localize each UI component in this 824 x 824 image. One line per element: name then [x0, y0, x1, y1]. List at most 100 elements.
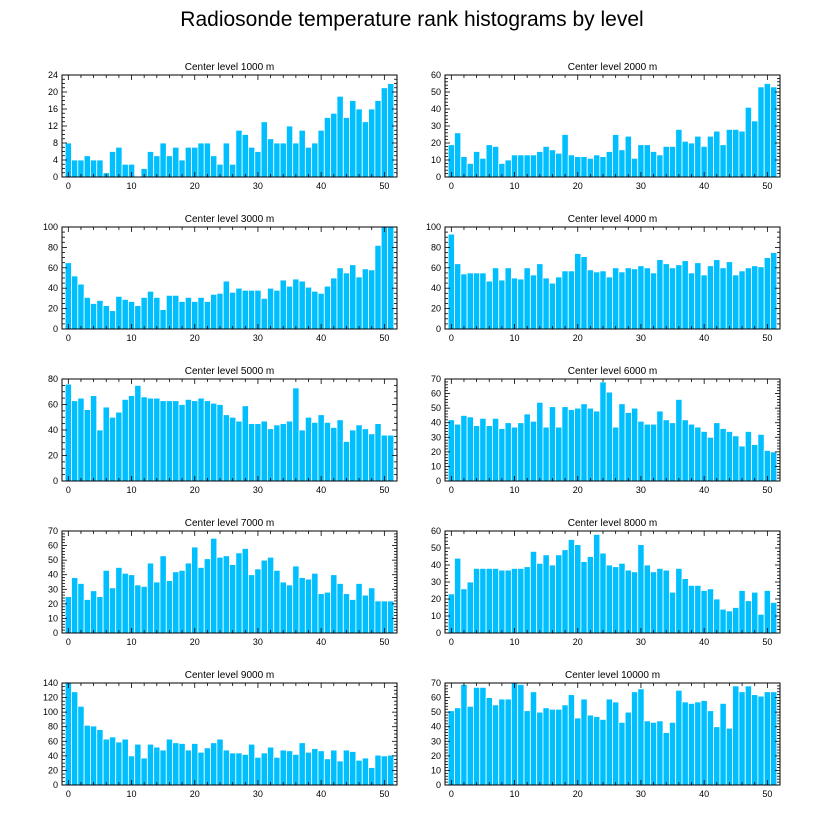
- x-tick-label: 10: [127, 333, 137, 343]
- y-tick-label: 0: [436, 476, 441, 486]
- bar: [624, 412, 632, 482]
- x-tick-label: 10: [510, 333, 520, 343]
- bar: [466, 581, 474, 634]
- bar: [159, 400, 167, 482]
- x-tick-label: 40: [316, 485, 326, 495]
- bar: [586, 269, 594, 330]
- bar: [336, 267, 344, 330]
- bar: [454, 263, 462, 330]
- bar: [311, 142, 319, 178]
- bar: [121, 398, 129, 482]
- bar: [229, 752, 237, 786]
- x-tick-label: 10: [127, 181, 137, 191]
- y-tick-label: 20: [48, 451, 58, 461]
- bar: [650, 272, 658, 330]
- bar: [273, 569, 281, 634]
- bar: [675, 264, 683, 330]
- bar: [485, 280, 493, 330]
- bar: [304, 578, 313, 634]
- bar: [71, 159, 79, 178]
- bar: [260, 297, 268, 330]
- bar: [77, 583, 85, 634]
- bar: [719, 608, 727, 634]
- x-tick-label: 30: [253, 181, 263, 191]
- bar: [140, 296, 148, 330]
- bar: [580, 156, 588, 178]
- bar: [216, 292, 224, 330]
- bar: [342, 593, 350, 634]
- bar: [567, 270, 575, 330]
- y-tick-label: 30: [431, 121, 441, 131]
- bar: [241, 405, 249, 482]
- bar: [498, 279, 506, 330]
- bar: [605, 276, 613, 330]
- bar: [203, 142, 211, 178]
- bar: [317, 593, 325, 634]
- bar: [536, 711, 544, 786]
- x-tick-label: 20: [190, 637, 200, 647]
- bar: [757, 86, 765, 178]
- bar: [349, 429, 357, 482]
- y-tick-label: 40: [431, 283, 441, 293]
- bar: [260, 420, 268, 482]
- bar: [510, 426, 519, 482]
- bar: [222, 142, 230, 178]
- bar: [254, 568, 262, 634]
- bar: [643, 564, 651, 634]
- bar: [330, 749, 338, 786]
- bar: [529, 691, 538, 786]
- bar: [662, 419, 670, 482]
- panel-title: Center level 4000 m: [568, 214, 658, 225]
- bar: [115, 295, 123, 330]
- bar: [361, 594, 369, 634]
- bar: [466, 416, 474, 482]
- y-tick-label: 60: [48, 263, 58, 273]
- bar: [529, 154, 538, 178]
- x-tick-label: 40: [699, 181, 709, 191]
- bar: [165, 738, 174, 786]
- bar: [624, 569, 632, 634]
- bar: [323, 758, 332, 786]
- bar: [146, 743, 155, 786]
- bar: [555, 276, 563, 330]
- bar: [273, 424, 281, 482]
- bar: [140, 396, 148, 482]
- bar: [618, 403, 626, 482]
- x-tick-label: 30: [636, 485, 646, 495]
- bar: [719, 267, 727, 330]
- bar: [197, 397, 205, 482]
- bar: [203, 747, 211, 786]
- x-tick-label: 20: [190, 333, 200, 343]
- bar: [612, 701, 620, 786]
- x-tick-label: 30: [253, 789, 263, 799]
- bar: [64, 383, 72, 482]
- x-tick-label: 0: [449, 333, 454, 343]
- bar: [298, 280, 306, 330]
- bar: [374, 244, 382, 330]
- bar: [102, 569, 110, 634]
- bar: [757, 433, 765, 482]
- bar: [586, 714, 594, 786]
- bar: [605, 564, 613, 634]
- bar: [694, 135, 702, 178]
- bar: [292, 142, 300, 178]
- y-tick-label: 60: [431, 526, 441, 536]
- bar: [687, 703, 696, 786]
- bar: [706, 588, 715, 634]
- bar: [197, 751, 205, 786]
- bar: [115, 146, 123, 178]
- bar: [203, 558, 211, 634]
- bar: [599, 270, 607, 330]
- y-tick-label: 100: [43, 707, 58, 717]
- bar: [612, 566, 620, 634]
- bar: [304, 751, 313, 786]
- bar: [115, 411, 123, 482]
- bar: [330, 112, 338, 178]
- x-tick-label: 50: [379, 181, 389, 191]
- bar: [492, 267, 500, 330]
- bar: [109, 310, 117, 330]
- bar: [241, 289, 249, 330]
- bar: [643, 267, 651, 330]
- y-tick-label: 40: [431, 560, 441, 570]
- panel-title: Center level 8000 m: [568, 518, 658, 529]
